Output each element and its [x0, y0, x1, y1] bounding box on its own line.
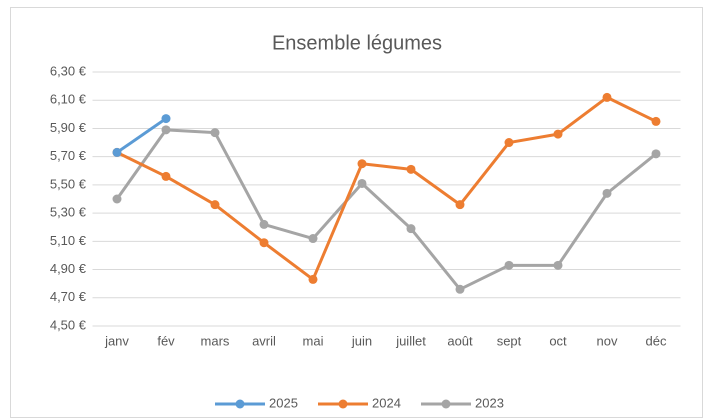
legend-marker — [441, 399, 451, 409]
data-point — [259, 219, 269, 229]
data-point — [651, 116, 661, 126]
y-tick-label: 6,30 € — [50, 63, 87, 78]
y-tick-label: 4,90 € — [50, 261, 87, 276]
x-tick-label: sept — [497, 333, 522, 348]
data-point — [504, 260, 514, 270]
x-tick-label: mai — [303, 333, 324, 348]
y-tick-label: 5,50 € — [50, 176, 87, 191]
x-tick-label: juin — [351, 333, 372, 348]
data-point — [455, 200, 465, 210]
series-line — [116, 95, 657, 281]
data-point — [161, 171, 171, 181]
data-point — [504, 138, 514, 148]
data-point — [602, 188, 612, 198]
data-point — [308, 234, 318, 244]
x-tick-label: avril — [252, 333, 276, 348]
x-tick-label: août — [447, 333, 473, 348]
y-tick-label: 4,50 € — [50, 317, 87, 332]
data-point — [406, 224, 416, 234]
series-line — [116, 117, 167, 154]
x-tick-label: janv — [104, 333, 129, 348]
y-tick-label: 6,10 € — [50, 92, 87, 107]
data-point — [602, 92, 612, 102]
data-point — [553, 129, 563, 139]
x-tick-label: fév — [157, 333, 175, 348]
data-point — [210, 200, 220, 210]
legend-label: 2023 — [475, 395, 504, 410]
chart-frame — [10, 7, 703, 418]
x-tick-label: nov — [597, 333, 618, 348]
x-tick-label: déc — [646, 333, 667, 348]
data-point — [553, 260, 563, 270]
legend-label: 2025 — [269, 395, 298, 410]
legend-marker — [338, 399, 348, 409]
data-point — [308, 274, 318, 284]
data-point — [161, 114, 171, 124]
data-point — [259, 238, 269, 248]
y-tick-label: 5,30 € — [50, 205, 87, 220]
data-point — [161, 125, 171, 135]
data-point — [651, 149, 661, 159]
data-point — [112, 147, 122, 157]
data-point — [357, 178, 367, 188]
data-point — [455, 284, 465, 294]
data-point — [210, 128, 220, 138]
x-tick-label: juillet — [395, 333, 426, 348]
y-tick-label: 5,70 € — [50, 148, 87, 163]
chart-title: Ensemble légumes — [272, 32, 442, 54]
y-tick-label: 5,90 € — [50, 120, 87, 135]
x-tick-label: oct — [549, 333, 567, 348]
legend-label: 2024 — [372, 395, 401, 410]
data-point — [406, 164, 416, 174]
y-tick-label: 4,70 € — [50, 289, 87, 304]
legend-marker — [235, 399, 245, 409]
series-line — [115, 128, 657, 291]
y-tick-label: 5,10 € — [50, 233, 87, 248]
data-point — [112, 194, 122, 204]
x-tick-label: mars — [201, 333, 230, 348]
data-point — [357, 159, 367, 169]
